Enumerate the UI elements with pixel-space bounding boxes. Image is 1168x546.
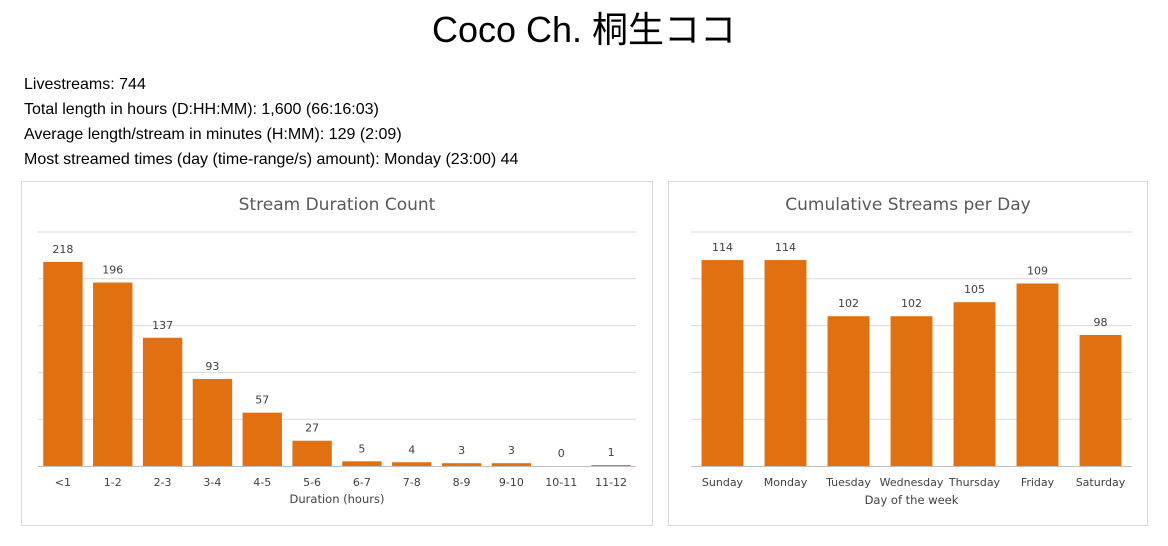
x-tick-label: 11-12	[595, 476, 627, 489]
data-label: 4	[408, 443, 415, 456]
x-axis-title: Day of the week	[865, 493, 959, 507]
bar	[142, 337, 183, 466]
x-tick-label: 5-6	[303, 476, 321, 489]
x-tick-label: Saturday	[1076, 476, 1126, 489]
x-tick-label: Wednesday	[880, 476, 944, 489]
day-chart: Cumulative Streams per Day 114 Sunday 114 Mo…	[691, 195, 1132, 507]
bar	[192, 378, 233, 466]
x-tick-label: Friday	[1021, 476, 1055, 489]
data-label: 27	[305, 422, 319, 435]
data-label: 3	[458, 444, 465, 457]
x-tick-label: 4-5	[253, 476, 271, 489]
bar	[93, 282, 133, 466]
bar	[43, 261, 83, 466]
bar	[392, 462, 432, 466]
bar	[1016, 283, 1059, 466]
chart-title: Stream Duration Count	[239, 195, 436, 215]
data-label: 5	[358, 442, 365, 455]
x-tick-label: Monday	[764, 476, 808, 489]
data-label: 218	[52, 243, 73, 256]
x-tick-label: 7-8	[403, 476, 421, 489]
bar	[764, 260, 807, 466]
data-label: 114	[712, 241, 733, 254]
data-label: 102	[901, 297, 922, 310]
data-label: 196	[102, 264, 123, 277]
bar	[1079, 334, 1122, 466]
data-label: 0	[558, 447, 565, 460]
data-label: 93	[205, 360, 219, 373]
bar	[890, 316, 933, 466]
x-tick-label: Tuesday	[825, 476, 871, 489]
x-axis-title: Duration (hours)	[290, 492, 385, 506]
data-label: 3	[508, 444, 515, 457]
bar	[827, 316, 870, 466]
day-chart-panel: Cumulative Streams per Day 114 Sunday 114 Mo…	[668, 181, 1148, 526]
bar	[292, 440, 332, 466]
bar	[342, 461, 382, 466]
bar	[242, 412, 282, 466]
data-label: 109	[1027, 264, 1048, 277]
x-tick-label: 9-10	[499, 476, 524, 489]
x-tick-label: <1	[55, 476, 71, 489]
data-label: 98	[1094, 316, 1108, 329]
bar	[491, 463, 532, 466]
duration-chart-panel: Stream Duration Count 218 <1 196 1-2 137 2-3 93…	[21, 181, 653, 526]
data-label: 102	[838, 297, 859, 310]
stat-most-streamed: Most streamed times (day (time-range/s) …	[24, 151, 519, 168]
x-tick-label: 1-2	[104, 476, 122, 489]
data-label: 105	[964, 283, 985, 296]
data-label: 137	[152, 319, 173, 332]
bar	[701, 260, 744, 466]
data-label: 1	[608, 446, 615, 459]
page-title: Coco Ch. 桐生ココ	[431, 9, 737, 50]
stats-block: Livestreams: 744 Total length in hours (…	[24, 72, 518, 172]
chart-title: Cumulative Streams per Day	[785, 195, 1030, 215]
x-tick-label: 8-9	[453, 476, 471, 489]
duration-chart: Stream Duration Count 218 <1 196 1-2 137 2-3 93…	[38, 195, 636, 506]
x-tick-label: 10-11	[545, 476, 577, 489]
stat-livestreams: Livestreams: 744	[24, 76, 146, 93]
x-tick-label: Sunday	[702, 476, 744, 489]
bar	[441, 463, 482, 466]
data-label: 57	[255, 394, 269, 407]
stat-average-length: Average length/stream in minutes (H:MM):…	[24, 126, 402, 143]
x-tick-label: 3-4	[203, 476, 221, 489]
bar	[953, 302, 996, 466]
x-tick-label: 2-3	[154, 476, 172, 489]
bar	[591, 465, 631, 466]
data-label: 114	[775, 241, 796, 254]
x-tick-label: Thursday	[948, 476, 1001, 489]
stat-total-length: Total length in hours (D:HH:MM): 1,600 (…	[24, 101, 379, 118]
x-tick-label: 6-7	[353, 476, 371, 489]
